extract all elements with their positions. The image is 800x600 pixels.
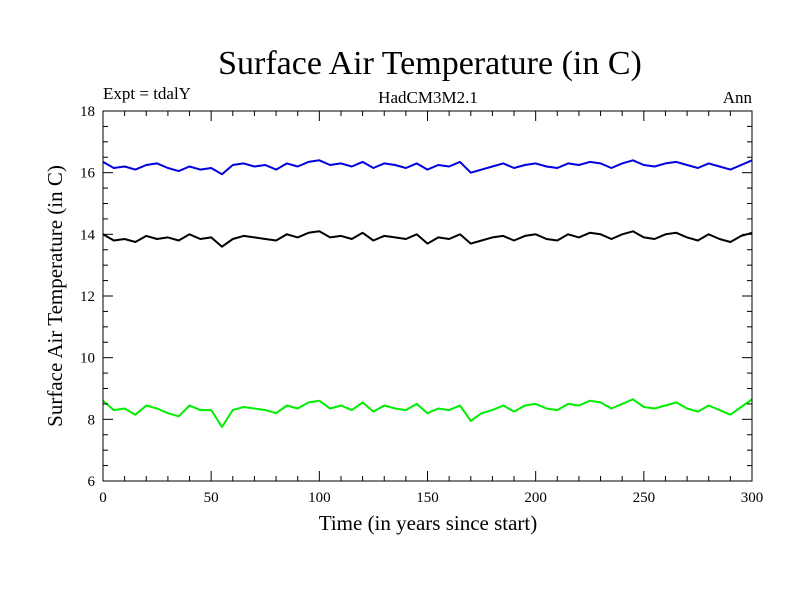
plot-frame bbox=[102, 110, 753, 482]
x-tick-label: 100 bbox=[308, 490, 331, 506]
chart-title: Surface Air Temperature (in C) bbox=[218, 45, 642, 82]
y-tick-label: 10 bbox=[80, 351, 95, 367]
series-line-middle bbox=[102, 230, 753, 248]
y-tick-label: 16 bbox=[80, 166, 96, 182]
y-tick-label: 18 bbox=[80, 104, 95, 120]
x-tick-label: 0 bbox=[99, 490, 107, 506]
x-tick-label: 300 bbox=[741, 490, 764, 506]
x-axis-label: Time (in years since start) bbox=[319, 511, 538, 535]
subtitle-experiment: Expt = tdalY bbox=[103, 84, 191, 103]
x-tick-label: 250 bbox=[633, 490, 656, 506]
y-tick-label: 6 bbox=[88, 474, 96, 490]
y-axis-label: Surface Air Temperature (in C) bbox=[43, 165, 67, 427]
subtitle-model: HadCM3M2.1 bbox=[378, 88, 478, 107]
y-tick-label: 12 bbox=[80, 289, 95, 305]
subtitle-period: Ann bbox=[723, 88, 753, 107]
x-tick-label: 200 bbox=[524, 490, 547, 506]
y-tick-label: 8 bbox=[88, 412, 96, 428]
x-tick-label: 50 bbox=[204, 490, 219, 506]
series-layer bbox=[102, 159, 753, 428]
series-line-upper bbox=[102, 159, 753, 176]
y-tick-label: 14 bbox=[80, 227, 96, 243]
axis-ticks: 0 50 100 150 200 250 300 6 8 10 12 14 16 18 bbox=[80, 104, 763, 506]
series-line-lower bbox=[102, 398, 753, 428]
x-tick-label: 150 bbox=[416, 490, 439, 506]
